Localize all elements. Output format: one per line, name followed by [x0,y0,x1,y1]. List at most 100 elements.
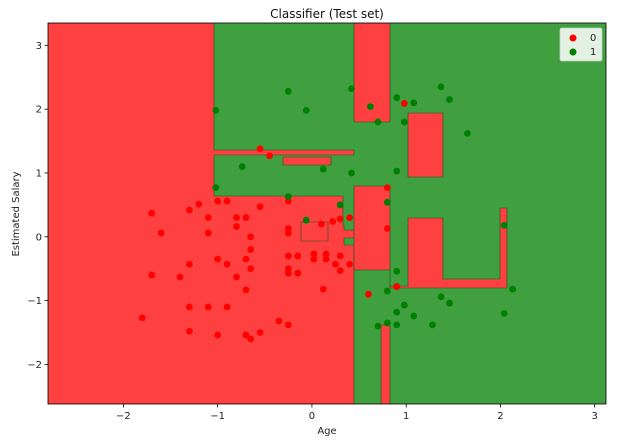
data-point-class-0 [346,214,354,222]
x-tick-label: −2 [116,411,131,422]
data-point-class-0 [233,214,240,222]
data-point-class-0 [204,214,212,222]
data-point-class-1 [238,163,246,170]
data-point-class-0 [185,260,193,268]
region-class-0-bottom-strip [380,324,391,404]
y-tick-label: 2 [36,105,42,116]
y-tick-label: −2 [27,360,42,371]
data-point-class-0 [223,197,231,205]
region-class-0-bar-upper [282,156,332,166]
series-class-0 [138,100,408,343]
data-point-class-0 [185,303,193,311]
data-point-class-1 [509,285,517,293]
data-point-class-0 [336,252,344,260]
data-point-class-1 [383,198,391,206]
data-point-class-0 [148,209,156,217]
data-point-class-0 [284,229,292,237]
data-point-class-0 [322,255,330,263]
data-point-class-1 [446,299,453,307]
data-point-class-0 [223,260,231,268]
data-point-class-0 [294,269,302,277]
data-point-class-1 [464,130,471,137]
legend: 0 1 [559,27,603,62]
plot-frame [47,22,607,405]
data-point-class-0 [233,273,240,281]
data-point-class-1 [500,309,508,317]
data-point-class-1 [437,293,445,301]
region-class-0-upper-right [407,112,444,178]
data-point-class-1 [393,167,401,175]
y-tick-label: 3 [36,41,42,52]
x-tick-label: 3 [592,411,598,422]
data-point-class-0 [242,255,250,263]
data-point-class-0 [346,260,354,268]
data-point-class-0 [336,215,344,223]
data-point-class-0 [242,331,250,339]
data-point-class-1 [393,267,401,275]
y-tick-label: 1 [36,168,42,179]
legend-marker-class-1 [569,48,577,56]
data-point-class-0 [383,225,391,232]
y-tick-label: −1 [27,296,42,307]
x-tick-label: 2 [497,411,503,422]
data-point-class-0 [223,303,231,311]
legend-label-class-1: 1 [590,47,596,58]
data-point-class-1 [410,99,418,107]
data-point-class-1 [212,107,220,114]
data-point-class-0 [138,314,146,322]
data-point-class-0 [284,252,292,260]
data-point-class-0 [214,331,222,339]
decision-region-class-0 [48,23,508,404]
series-class-1 [212,83,517,330]
data-point-class-0 [242,286,250,294]
data-point-class-0 [266,152,273,160]
data-point-class-0 [242,214,250,222]
data-point-class-1 [336,201,344,209]
data-point-class-1 [437,83,445,91]
data-point-class-0 [185,206,193,214]
data-point-class-0 [393,283,401,290]
legend-marker-class-0 [569,34,577,42]
data-point-class-0 [195,200,203,208]
data-point-class-0 [365,290,372,298]
data-point-class-0 [247,233,255,241]
data-point-class-1 [374,118,382,126]
data-point-class-1 [284,193,292,200]
data-point-class-1 [383,319,391,327]
legend-label-class-0: 0 [590,33,596,44]
data-point-class-0 [383,184,391,192]
data-point-class-0 [214,197,222,205]
data-point-class-1 [383,287,391,295]
data-point-class-1 [348,85,355,93]
data-point-class-1 [400,118,408,126]
data-point-class-0 [256,145,264,153]
chart-title: Classifier (Test set) [270,7,384,21]
data-point-class-1 [284,87,292,95]
data-point-class-0 [336,267,344,275]
y-axis: −2 −1 0 1 2 3 [27,41,48,371]
data-point-class-0 [247,335,255,343]
data-point-class-0 [204,229,212,237]
data-point-class-0 [247,246,255,253]
data-point-class-0 [204,303,212,311]
data-point-class-0 [319,285,327,293]
data-point-class-0 [400,100,408,107]
data-point-class-0 [329,218,337,225]
data-point-class-0 [148,271,156,279]
data-point-class-1 [348,169,355,177]
data-point-class-0 [214,255,222,263]
data-point-class-0 [157,229,165,237]
data-point-class-1 [302,107,310,114]
data-point-class-0 [275,317,283,325]
data-point-class-0 [233,223,240,230]
data-point-class-1 [374,322,382,330]
data-point-class-0 [247,265,255,273]
data-point-class-0 [284,321,292,329]
data-point-class-0 [185,327,193,335]
y-axis-label: Estimated Salary [11,171,22,256]
x-tick-label: 0 [309,411,315,422]
data-point-class-0 [310,255,318,263]
x-tick-label: −1 [210,411,225,422]
data-point-class-1 [319,165,327,173]
